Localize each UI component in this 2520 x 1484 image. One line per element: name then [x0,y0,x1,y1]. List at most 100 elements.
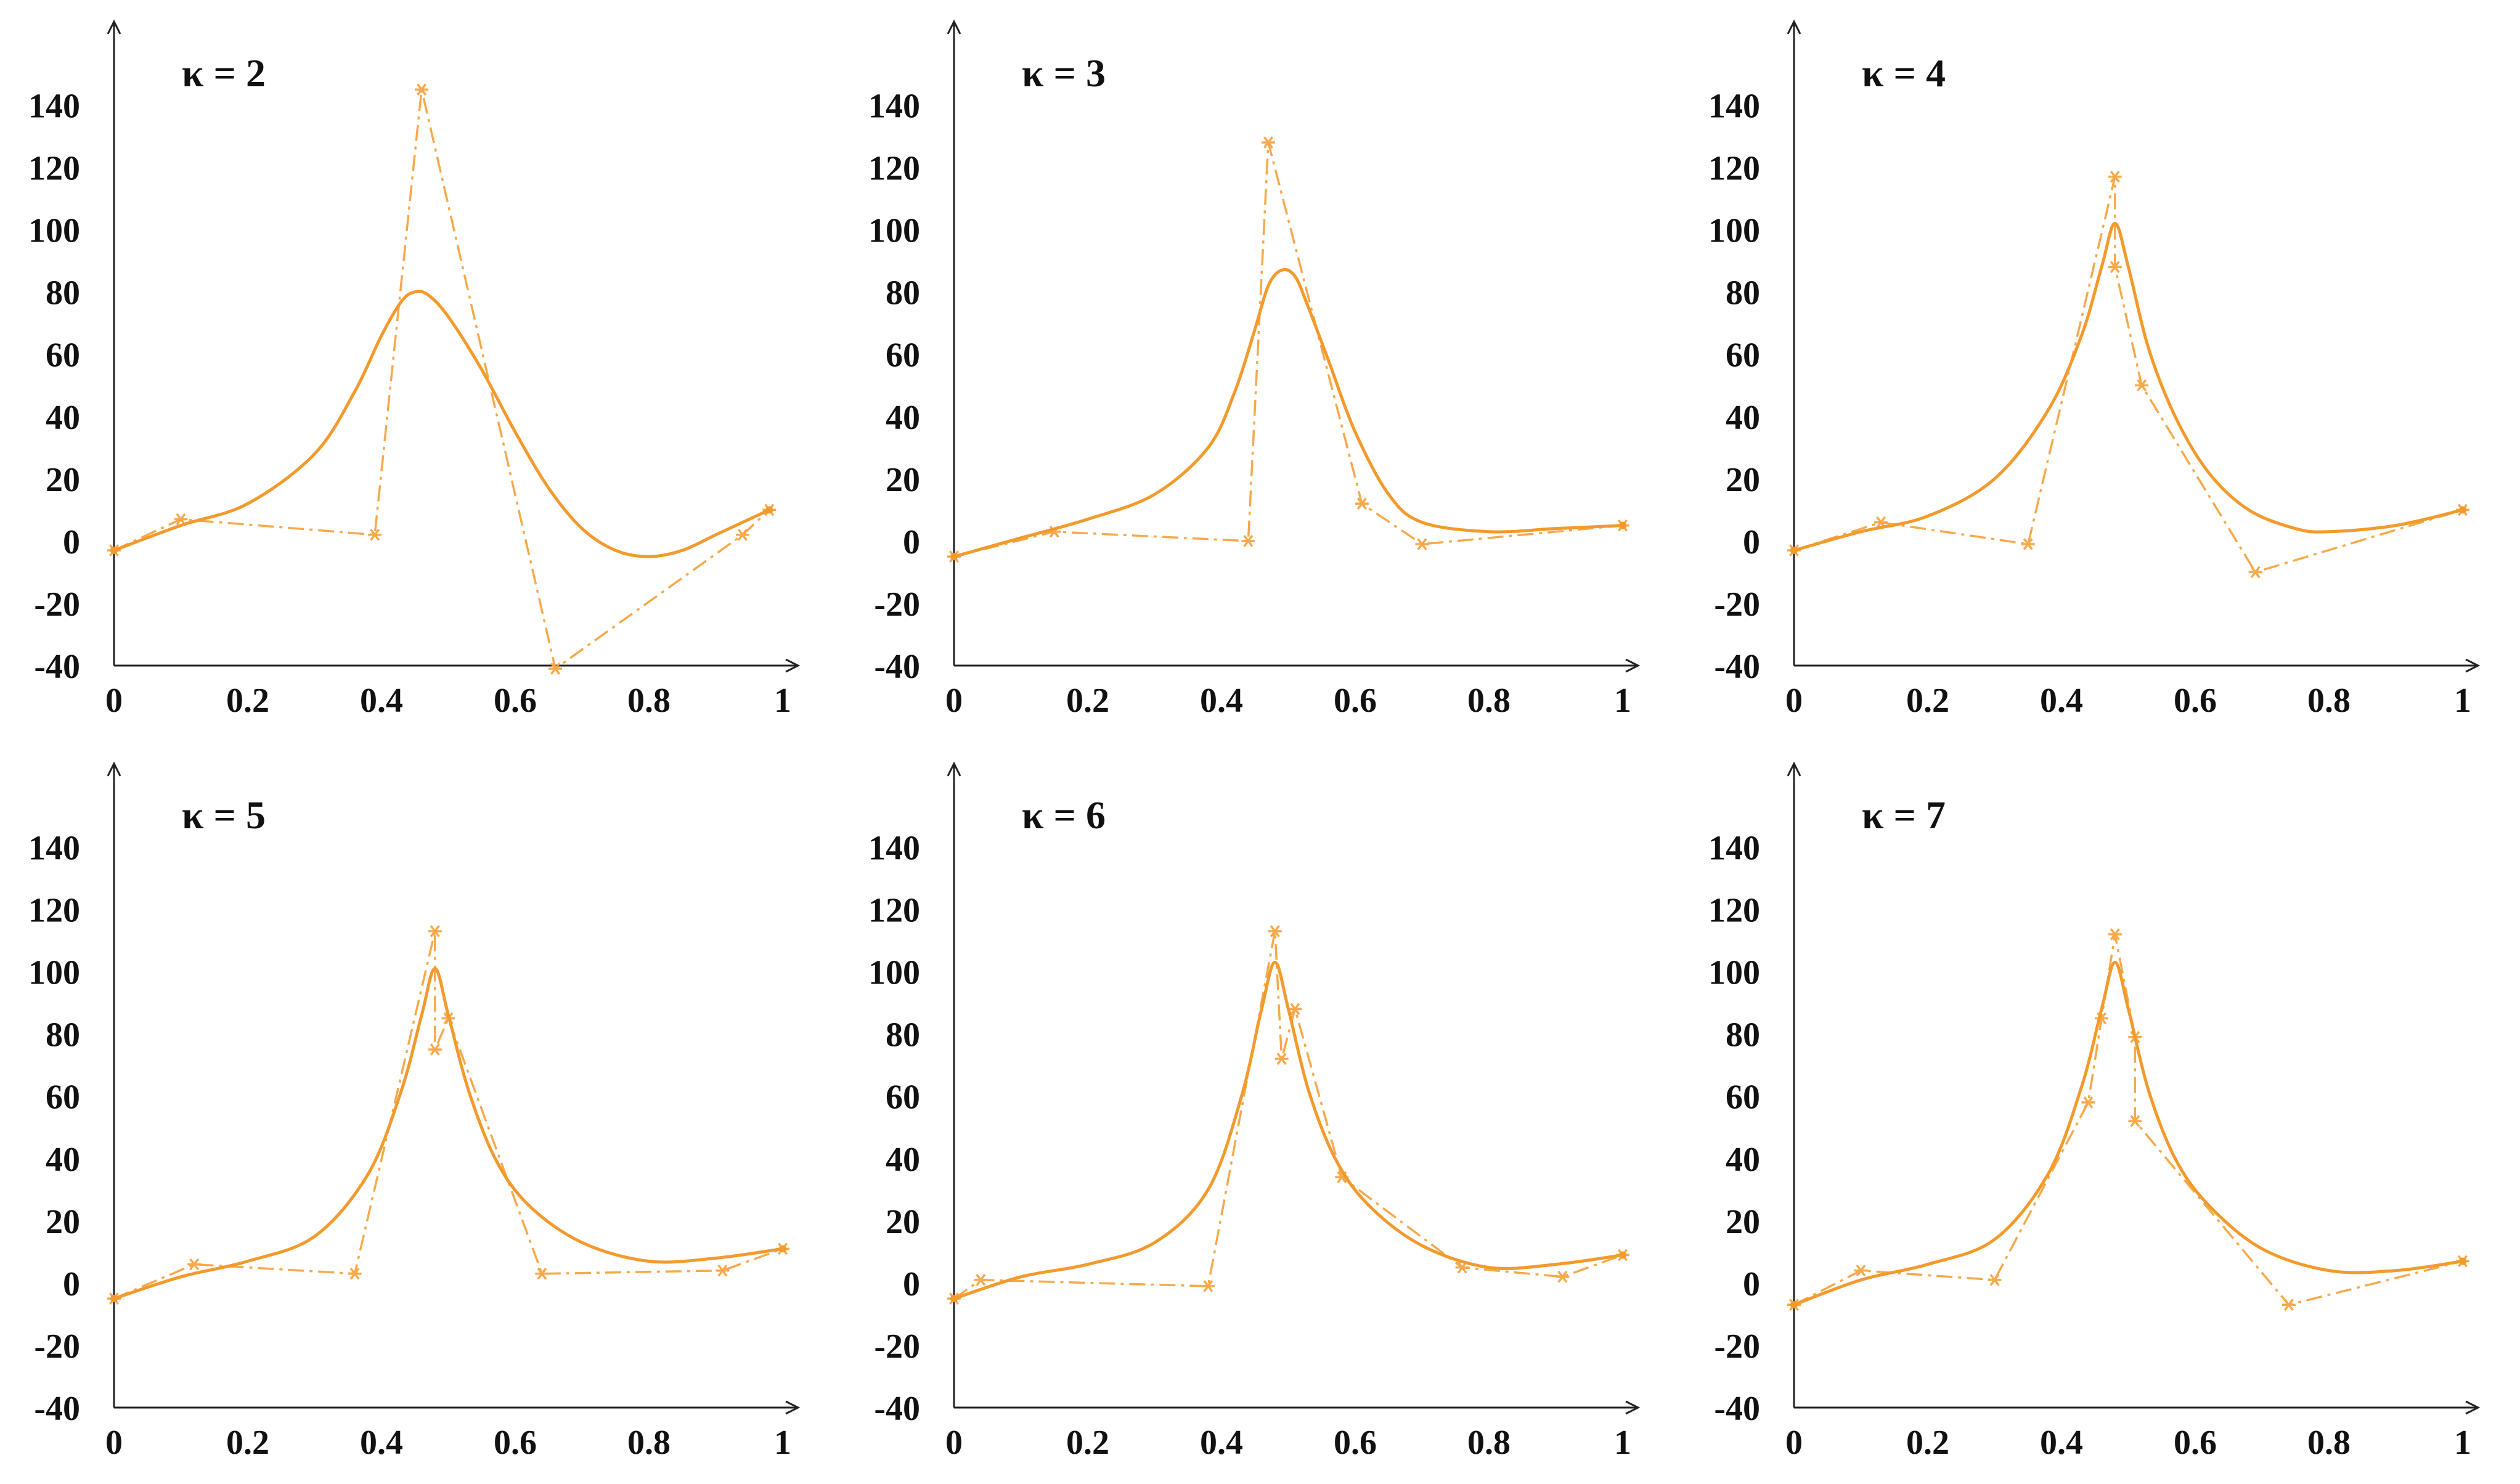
x-tick-label: 0.6 [1334,682,1377,720]
control-point [2281,1298,2296,1311]
control-point [174,513,188,526]
axes [1787,761,2481,1415]
y-tick-label: 140 [1708,830,1760,868]
y-axis-arrow [107,19,121,35]
curve-endpoint [1790,547,1798,555]
panel-title: κ = 3 [1022,51,1106,95]
curve-line [112,967,785,1300]
x-tick-label: 1 [2454,682,2471,720]
chart-panel-5: 0 0.2 0.4 0.6 0.8 1 140 120 100 80 60 40 20 0 -20 -40 κ … [868,761,1641,1462]
y-tick-label: 100 [868,954,920,992]
curve-endpoint [2459,1257,2466,1265]
x-tick-label: 0.2 [1066,1424,1109,1462]
control-polygon-line [113,88,770,670]
control-polygon-line [1793,933,2463,1307]
control-point [2021,538,2035,550]
control-point [2135,379,2149,392]
y-tick-label: 0 [1743,1265,1760,1303]
y-axis-arrow [947,19,961,35]
y-tick-label: 0 [63,523,80,561]
x-tick-label: 0.8 [627,1424,671,1462]
curve-line [952,960,1625,1300]
y-tick-label: 100 [28,954,80,992]
y-tick-label: -40 [1714,648,1760,686]
curve-endpoint [2459,506,2466,514]
y-tick-label: 80 [46,1016,80,1054]
curve-line [952,267,1625,558]
chart-panel-1: 0 0.2 0.4 0.6 0.8 1 140 120 100 80 60 40 20 0 -20 -40 κ … [28,19,801,720]
x-tick-label: 0.2 [1066,682,1109,720]
axes [947,761,1641,1415]
x-tick-label: 1 [774,682,791,720]
curve-line [1792,960,2465,1307]
y-tick-label: 40 [886,399,920,437]
y-tick-label: -40 [1714,1390,1760,1428]
y-tick-label: 0 [903,523,920,561]
x-axis-arrow [785,1400,801,1415]
y-tick-label: 80 [1726,1016,1760,1054]
y-tick-label: 100 [28,212,80,250]
control-point [1274,1053,1289,1065]
y-tick-label: 0 [63,1265,80,1303]
control-point [2081,1096,2095,1109]
x-tick-label: 0.4 [2040,682,2083,720]
control-point [428,925,442,937]
curve-line [112,290,771,558]
y-tick-label: 40 [886,1141,920,1179]
control-point [1261,136,1275,149]
control-point [548,662,563,675]
y-axis-arrow [107,761,121,777]
x-tick-label: 0.2 [226,682,269,720]
x-tick-label: 0 [945,682,963,720]
curve-endpoint [1619,521,1626,529]
control-polygon-line [113,930,783,1300]
y-tick-label: 20 [1726,461,1760,499]
curve-endpoint [950,553,958,561]
y-tick-label: 20 [886,461,920,499]
x-tick-label: 0.4 [2040,1424,2083,1462]
y-tick-label: 140 [28,830,80,868]
control-point [2248,566,2262,579]
x-tick-label: 0.8 [1467,682,1511,720]
y-tick-label: -40 [874,648,920,686]
x-tick-label: 0.6 [1334,1424,1377,1462]
panel-title: κ = 5 [182,793,266,837]
curve-endpoint [1619,1251,1626,1259]
axes [947,19,1641,673]
y-tick-label: -40 [874,1390,920,1428]
x-tick-label: 0.4 [360,682,403,720]
x-tick-label: 0.2 [226,1424,269,1462]
x-tick-label: 1 [1614,1424,1631,1462]
x-tick-label: 1 [774,1424,791,1462]
curve-endpoint [765,506,773,514]
curve-endpoint [779,1245,786,1253]
panel-title: κ = 2 [182,51,266,95]
control-point [1556,1270,1570,1283]
y-tick-label: 100 [1708,954,1760,992]
y-tick-label: 20 [46,461,80,499]
curve-endpoint [110,1295,118,1303]
y-tick-label: 0 [903,1265,920,1303]
y-tick-label: 80 [1726,274,1760,312]
y-axis-arrow [1787,19,1801,35]
y-tick-label: 100 [1708,212,1760,250]
y-tick-label: 140 [28,88,80,126]
y-tick-label: 120 [28,892,80,930]
y-tick-label: 120 [868,150,920,188]
x-tick-label: 0.4 [360,1424,403,1462]
x-tick-label: 0.8 [2307,682,2351,720]
y-tick-label: 80 [46,274,80,312]
control-point [716,1264,730,1277]
y-axis-arrow [1787,761,1801,777]
y-tick-label: 40 [46,1141,80,1179]
x-tick-label: 0.6 [494,682,537,720]
x-axis-arrow [2465,1400,2481,1415]
y-tick-label: 80 [886,1016,920,1054]
control-polygon-line [953,930,1623,1300]
control-point [1288,1003,1302,1016]
y-tick-label: 60 [46,336,80,375]
x-tick-label: 0.4 [1200,1424,1243,1462]
axes [107,761,801,1415]
y-tick-label: 60 [1726,1078,1760,1117]
